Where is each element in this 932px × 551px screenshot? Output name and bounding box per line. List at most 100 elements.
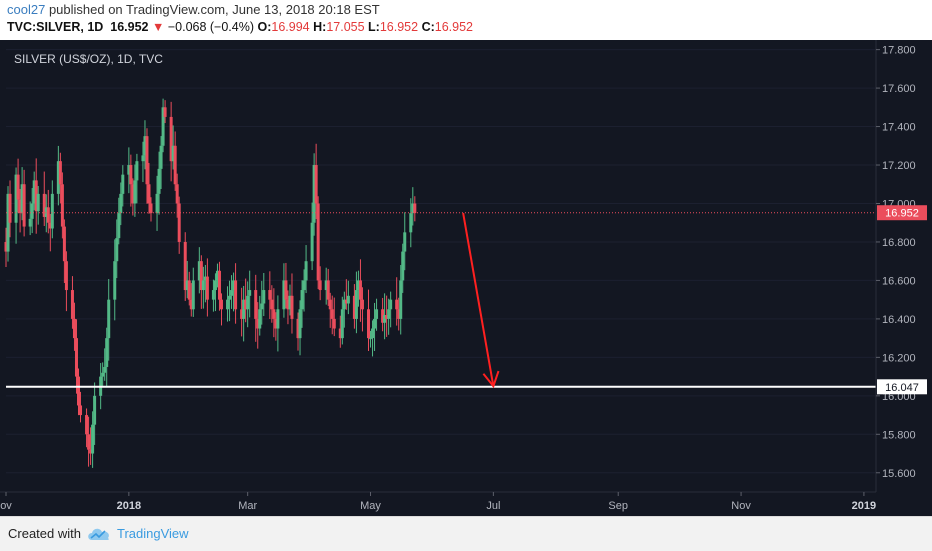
candle-body — [316, 203, 320, 281]
candle-body — [177, 203, 181, 242]
candle-body — [256, 318, 260, 329]
candle-body — [258, 309, 262, 329]
candle-body — [342, 299, 346, 310]
y-tick-label: 17.400 — [882, 122, 916, 134]
candle-body — [197, 261, 201, 281]
tradingview-link[interactable]: TradingView — [117, 526, 189, 541]
candle-body — [282, 280, 286, 310]
candle-body — [234, 280, 238, 310]
x-tick-label: Jul — [486, 500, 500, 512]
candle-body — [101, 372, 105, 377]
support-price-tag-text: 16.047 — [885, 382, 919, 394]
candle-body — [401, 251, 405, 281]
candle-body — [103, 366, 107, 373]
candle-body — [77, 376, 80, 406]
candle-body — [356, 280, 360, 291]
chart-grid — [6, 49, 876, 474]
symbol-quote-line: TVC:SILVER, 1D 16.952 ▼ −0.068 (−0.4%) O… — [7, 20, 473, 34]
projection-arrow[interactable] — [462, 212, 500, 389]
candle-body — [248, 290, 252, 296]
candle-body — [34, 180, 38, 212]
candle-body — [48, 222, 52, 229]
candle-body — [268, 290, 272, 300]
candle-body — [284, 280, 288, 300]
candle-body — [328, 299, 332, 310]
candle-body — [383, 315, 387, 323]
candle-body — [121, 174, 125, 194]
candle-body — [240, 309, 244, 319]
x-tick-label: Nov — [731, 500, 751, 512]
candle-body — [344, 299, 348, 304]
candle-body — [385, 315, 389, 319]
candle-body — [219, 299, 223, 310]
candle-body — [189, 299, 193, 310]
created-with-text: Created with — [8, 526, 81, 541]
candle-body — [93, 395, 97, 425]
candle-body — [203, 276, 207, 281]
candle-body — [201, 280, 205, 291]
candle-body — [213, 280, 217, 291]
candle-body — [270, 299, 274, 310]
candle-body — [135, 161, 139, 181]
candle-body — [149, 203, 153, 214]
x-tick-label: 2018 — [117, 500, 141, 512]
candle-body — [62, 226, 66, 262]
candle-body — [403, 232, 407, 252]
y-tick-label: 17.600 — [882, 83, 916, 95]
candle-body — [183, 241, 187, 291]
candle-body — [302, 280, 306, 291]
candle-series — [4, 98, 417, 468]
candle-body — [161, 107, 165, 146]
y-tick-label: 16.800 — [882, 237, 916, 249]
candle-body — [375, 309, 379, 319]
open-label: O: — [257, 20, 272, 34]
last-price-tag: 16.952 — [877, 205, 927, 221]
candle-body — [274, 318, 278, 329]
candle-body — [254, 290, 258, 319]
candle-body — [242, 299, 246, 319]
candle-body — [8, 193, 12, 223]
candle-body — [30, 203, 34, 219]
candle-body — [115, 238, 119, 262]
candle-body — [191, 280, 195, 310]
author-link[interactable]: cool27 — [7, 2, 46, 17]
price-axis[interactable]: 17.80017.60017.40017.20017.00016.80016.6… — [876, 45, 916, 480]
candle-body — [367, 309, 370, 339]
candle-body — [20, 184, 24, 214]
x-tick-label: ov — [0, 500, 12, 512]
candle-body — [6, 193, 10, 252]
y-tick-label: 16.400 — [882, 314, 916, 326]
candle-body — [354, 290, 358, 319]
candle-body — [330, 309, 334, 319]
candle-body — [332, 318, 336, 329]
candle-body — [42, 193, 46, 217]
candle-body — [358, 280, 362, 300]
low-value: 16.952 — [379, 20, 419, 34]
price-chart[interactable]: 17.80017.60017.40017.20017.00016.80016.6… — [0, 40, 932, 516]
y-tick-label: 15.800 — [882, 429, 916, 441]
tradingview-cloud-icon[interactable] — [86, 525, 112, 543]
candle-body — [244, 299, 248, 310]
time-axis[interactable]: ov 2018 Mar May Jul Sep Nov 2019 — [0, 492, 876, 512]
open-value: 16.994 — [271, 20, 310, 34]
candle-body — [286, 299, 290, 310]
candle-body — [296, 318, 300, 339]
y-tick-label: 16.200 — [882, 352, 916, 364]
candle-body — [312, 165, 316, 223]
change-value: −0.068 (−0.4%) — [167, 20, 255, 34]
candle-body — [113, 261, 117, 300]
candle-body — [173, 145, 177, 185]
y-tick-label: 16.600 — [882, 275, 916, 287]
candle-body — [262, 290, 266, 304]
candle-body — [199, 261, 203, 291]
arrow-shaft — [462, 212, 495, 387]
candle-body — [397, 309, 401, 319]
candle-body — [324, 280, 328, 291]
candle-body — [129, 165, 133, 185]
chart-header: cool27 published on TradingView.com, Jun… — [0, 0, 932, 40]
candle-body — [18, 199, 22, 214]
high-value: 17.055 — [326, 20, 365, 34]
y-tick-label: 17.800 — [882, 45, 916, 57]
candle-body — [369, 338, 373, 340]
candle-body — [318, 280, 322, 291]
